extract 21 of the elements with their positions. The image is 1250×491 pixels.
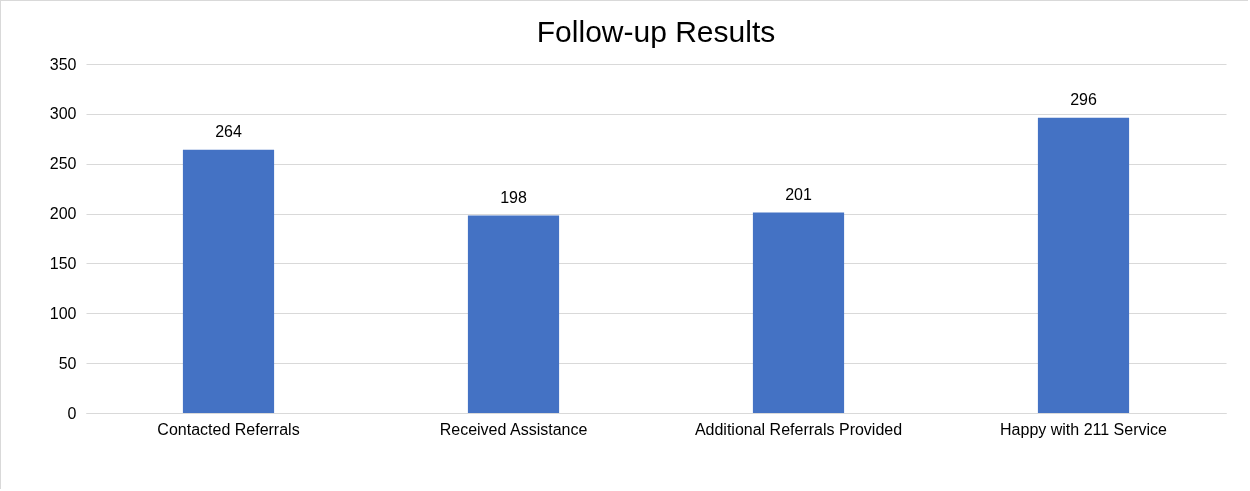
- x-tick-label: Contacted Referrals: [157, 420, 300, 438]
- data-label: 296: [1070, 90, 1097, 108]
- bar: [752, 212, 845, 413]
- y-tick-label: 300: [49, 105, 77, 123]
- y-tick-label: 100: [49, 304, 77, 322]
- y-tick-label: 200: [49, 205, 77, 223]
- y-tick-label: 50: [58, 354, 77, 372]
- data-label: 201: [785, 185, 812, 203]
- x-tick-label: Happy with 211 Service: [1000, 420, 1168, 438]
- chart-title: Follow-up Results: [536, 15, 776, 48]
- y-tick-label: 250: [49, 155, 77, 173]
- y-tick-label: 0: [67, 404, 77, 422]
- y-tick-label: 150: [49, 254, 77, 272]
- x-tick-label: Additional Referrals Provided: [694, 420, 903, 438]
- bar: [182, 149, 275, 413]
- x-tick-label: Received Assistance: [439, 420, 588, 438]
- y-tick-label: 350: [49, 55, 77, 73]
- data-label: 264: [215, 122, 242, 140]
- bar: [1037, 117, 1130, 413]
- data-label: 198: [500, 188, 527, 206]
- bar: [467, 215, 560, 413]
